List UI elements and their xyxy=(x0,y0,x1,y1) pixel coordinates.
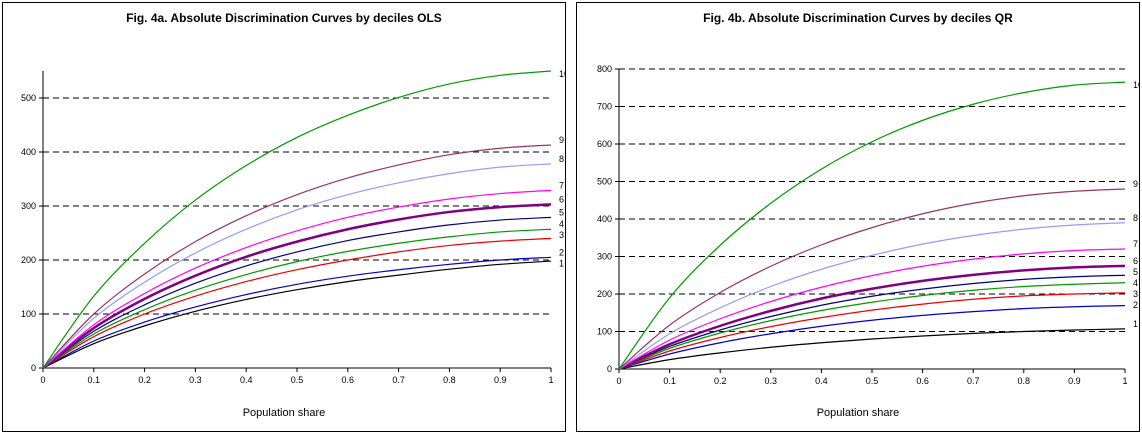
x-tick-label: 0.7 xyxy=(967,376,980,386)
x-tick-label: 0.5 xyxy=(866,376,879,386)
series-label-9: 9 xyxy=(1133,179,1138,189)
series-label-10: 10 xyxy=(559,69,565,79)
chart-title: Fig. 4b. Absolute Discrimination Curves … xyxy=(703,11,1013,25)
y-tick-label: 500 xyxy=(21,93,36,103)
y-tick-label: 300 xyxy=(21,201,36,211)
series-line-5 xyxy=(42,216,552,369)
series-label-8: 8 xyxy=(559,154,564,164)
series-label-10: 10 xyxy=(1133,80,1139,90)
x-tick-label: 1 xyxy=(548,375,553,385)
x-tick-label: 0.7 xyxy=(392,375,405,385)
series-line-3 xyxy=(42,237,552,369)
y-tick-label: 0 xyxy=(31,363,36,373)
x-tick-label: 0.8 xyxy=(1018,376,1031,386)
series-line-9 xyxy=(618,188,1126,370)
y-tick-label: 400 xyxy=(21,147,36,157)
y-tick-label: 800 xyxy=(597,64,612,74)
y-tick-label: 100 xyxy=(597,327,612,337)
y-tick-label: 100 xyxy=(21,309,36,319)
series-label-7: 7 xyxy=(1133,239,1138,249)
chart-panel-ols: Fig. 4a. Absolute Discrimination Curves … xyxy=(2,2,566,432)
series-line-3 xyxy=(618,292,1126,370)
series-line-7 xyxy=(42,189,552,369)
x-tick-label: 0.5 xyxy=(291,375,304,385)
series-label-2: 2 xyxy=(1133,300,1138,310)
series-label-7: 7 xyxy=(559,180,564,190)
series-label-1: 1 xyxy=(559,258,564,268)
y-tick-label: 200 xyxy=(597,289,612,299)
y-tick-label: 700 xyxy=(597,102,612,112)
y-tick-label: 200 xyxy=(21,255,36,265)
series-label-4: 4 xyxy=(1133,278,1138,288)
series-line-5 xyxy=(618,274,1126,370)
series-label-6: 6 xyxy=(1133,256,1138,266)
series-line-6 xyxy=(42,203,552,369)
y-tick-label: 0 xyxy=(607,364,612,374)
x-tick-label: 0.3 xyxy=(765,376,778,386)
x-tick-label: 1 xyxy=(1122,376,1127,386)
series-line-7 xyxy=(618,248,1126,370)
series-label-9: 9 xyxy=(559,135,564,145)
y-tick-label: 500 xyxy=(597,177,612,187)
series-label-5: 5 xyxy=(559,207,564,217)
x-tick-label: 0.3 xyxy=(189,375,202,385)
series-label-1: 1 xyxy=(1133,319,1138,329)
x-tick-label: 0.4 xyxy=(240,375,253,385)
x-tick-label: 0.1 xyxy=(663,376,676,386)
x-tick-label: 0.6 xyxy=(342,375,355,385)
series-line-8 xyxy=(42,163,552,369)
series-label-8: 8 xyxy=(1133,213,1138,223)
series-line-8 xyxy=(618,222,1126,370)
series-line-2 xyxy=(618,305,1126,370)
chart-title: Fig. 4a. Absolute Discrimination Curves … xyxy=(126,11,442,25)
series-label-2: 2 xyxy=(559,247,564,257)
chart-panel-qr: Fig. 4b. Absolute Discrimination Curves … xyxy=(576,2,1140,432)
line-chart-ols: 0 100 200 300 400 500 0 0.1 0.2 0.3 0.4 0.5 0.6 0.7 0.… xyxy=(21,69,565,385)
series-line-4 xyxy=(42,228,552,369)
series-line-4 xyxy=(618,282,1126,370)
series-line-1 xyxy=(618,328,1126,370)
x-tick-label: 0.4 xyxy=(815,376,828,386)
series-line-10 xyxy=(42,70,552,369)
line-chart-qr: 0 100 200 300 400 500 600 700 800 0 0.1 0.2 0.3 0.4 0.… xyxy=(597,64,1139,386)
y-tick-label: 300 xyxy=(597,252,612,262)
x-axis-label: Population share xyxy=(816,407,900,419)
x-tick-label: 0.8 xyxy=(443,375,456,385)
series-line-6 xyxy=(618,264,1126,371)
x-tick-label: 0 xyxy=(616,376,621,386)
series-label-3: 3 xyxy=(1133,289,1138,299)
series-line-1 xyxy=(42,260,552,369)
series-label-6: 6 xyxy=(559,194,564,204)
series-label-3: 3 xyxy=(559,230,564,240)
y-tick-label: 400 xyxy=(597,214,612,224)
series-label-5: 5 xyxy=(1133,267,1138,277)
series-label-4: 4 xyxy=(559,219,564,229)
x-tick-label: 0.1 xyxy=(88,375,101,385)
y-tick-label: 600 xyxy=(597,139,612,149)
x-axis-label: Population share xyxy=(242,407,326,419)
x-tick-label: 0 xyxy=(40,375,45,385)
series-line-10 xyxy=(618,81,1126,370)
x-tick-label: 0.2 xyxy=(138,375,151,385)
series-line-2 xyxy=(42,256,552,369)
x-tick-label: 0.9 xyxy=(1068,376,1081,386)
x-tick-label: 0.2 xyxy=(714,376,727,386)
x-tick-label: 0.9 xyxy=(494,375,507,385)
series-line-9 xyxy=(42,144,552,369)
x-tick-label: 0.6 xyxy=(916,376,929,386)
